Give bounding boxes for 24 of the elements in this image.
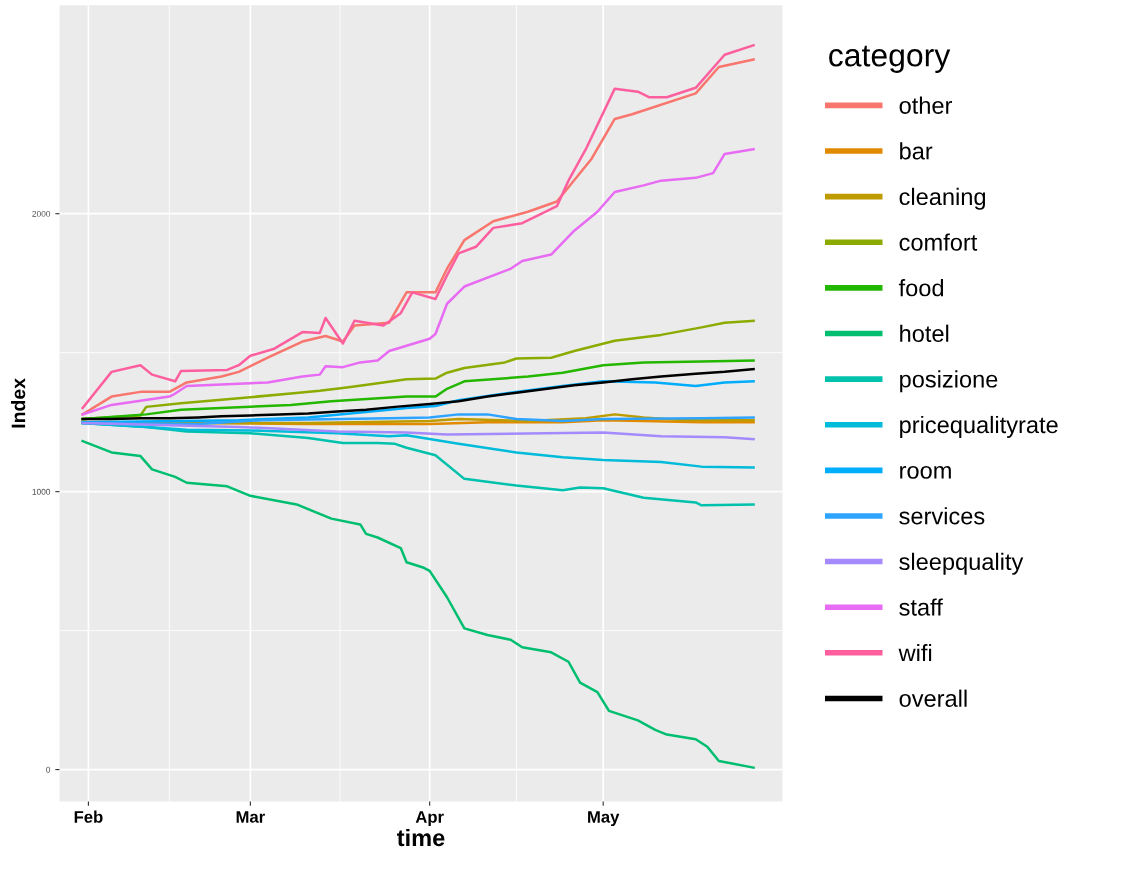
- y-tick-label: 2000: [32, 210, 51, 217]
- legend-label: food: [898, 279, 944, 297]
- x-tick-label: Mar: [236, 811, 265, 823]
- legend-label: overall: [899, 689, 967, 707]
- y-tick-label: 0: [46, 766, 51, 773]
- y-axis-title: Index: [11, 378, 26, 428]
- legend-label: wifi: [898, 643, 932, 662]
- x-tick-label: Feb: [74, 810, 103, 823]
- legend-title: category: [829, 45, 951, 73]
- x-tick-label: May: [588, 811, 620, 827]
- legend-label: sleepquality: [899, 552, 1024, 575]
- legend-label: posizione: [900, 370, 998, 393]
- y-tick-label: 1000: [32, 488, 51, 495]
- x-axis-title: time: [397, 828, 445, 847]
- x-tick-label: Apr: [415, 811, 444, 827]
- legend-label: staff: [899, 598, 943, 616]
- legend-label: other: [899, 96, 953, 114]
- legend-label: bar: [900, 142, 933, 160]
- legend-label: services: [899, 507, 985, 525]
- legend-label: room: [900, 465, 951, 479]
- legend-label: hotel: [900, 324, 949, 342]
- legend-label: comfort: [899, 233, 978, 251]
- legend-label: pricequalityrate: [900, 415, 1058, 438]
- legend-label: cleaning: [899, 187, 986, 210]
